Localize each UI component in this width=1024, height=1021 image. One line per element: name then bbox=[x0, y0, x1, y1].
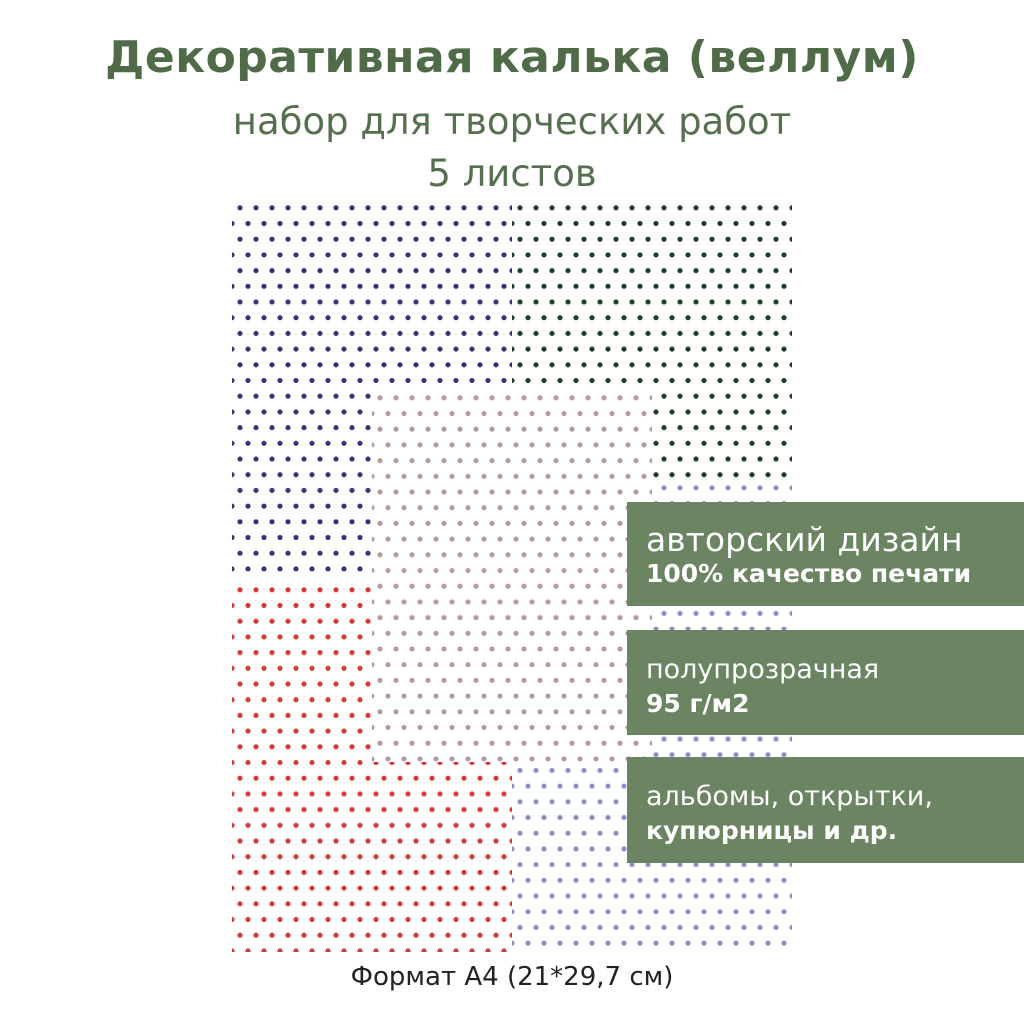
feature-box-usage: альбомы, открытки, купюрницы и др. bbox=[627, 757, 1024, 863]
feature-box-design: авторский дизайн 100% качество печати bbox=[627, 502, 1024, 606]
sheet-count: 5 листов bbox=[427, 152, 597, 195]
feature-box-density: полупрозрачная 95 г/м2 bbox=[627, 630, 1024, 735]
sheet-pink bbox=[372, 390, 652, 762]
product-subtitle: набор для творческих работ bbox=[232, 100, 792, 143]
feature-line: полупрозрачная bbox=[646, 654, 880, 685]
feature-line-bold: 95 г/м2 bbox=[646, 689, 750, 718]
feature-line: альбомы, открытки, bbox=[646, 781, 933, 812]
feature-line-bold: 100% качество печати bbox=[646, 559, 972, 588]
product-title: Декоративная калька (веллум) bbox=[105, 32, 919, 83]
format-label: Формат А4 (21*29,7 см) bbox=[350, 962, 674, 992]
feature-line-bold: купюрницы и др. bbox=[646, 816, 898, 845]
feature-line: авторский дизайн bbox=[646, 520, 963, 559]
